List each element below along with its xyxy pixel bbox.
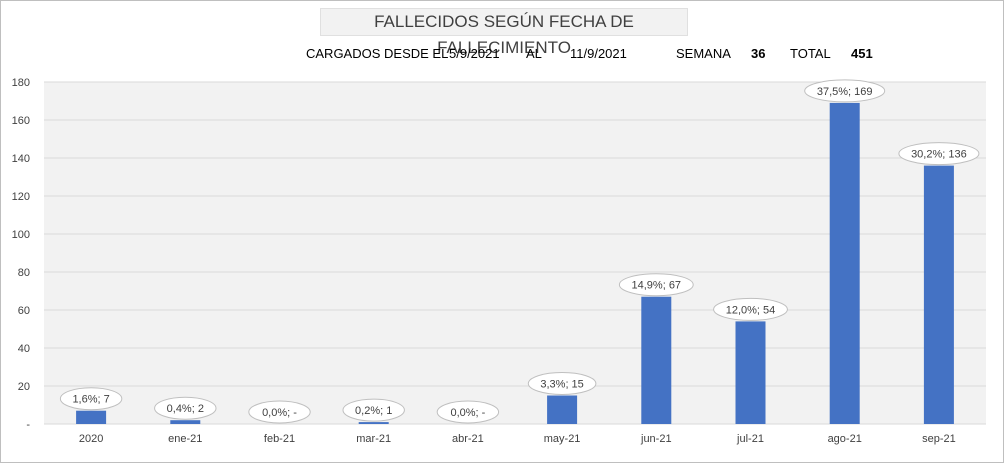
- x-tick-label: ene-21: [168, 433, 202, 445]
- to-label: AL: [526, 46, 542, 61]
- bar: [829, 102, 860, 425]
- data-label-bubble: [618, 273, 694, 297]
- date-from: 5/9/2021: [449, 46, 500, 61]
- data-label: 1,6%; 7: [72, 394, 109, 406]
- bar: [735, 321, 766, 424]
- data-label: 14,9%; 67: [632, 280, 682, 292]
- data-label-bubble: [527, 372, 597, 395]
- data-label-bubble: [898, 142, 980, 166]
- y-tick-label: -: [26, 419, 30, 431]
- data-label: 0,2%; 1: [355, 405, 392, 417]
- data-label: 0,0%; -: [450, 407, 485, 419]
- data-label: 3,3%; 15: [540, 379, 583, 391]
- x-tick-label: ago-21: [828, 433, 862, 445]
- y-tick-label: 120: [12, 191, 30, 203]
- week-value: 36: [751, 46, 766, 61]
- x-tick-label: 2020: [79, 433, 103, 445]
- x-tick-label: feb-21: [264, 433, 295, 445]
- x-tick-label: mar-21: [356, 433, 391, 445]
- x-tick-label: may-21: [544, 433, 581, 445]
- data-label-bubble: [804, 79, 886, 103]
- bar: [170, 420, 201, 424]
- x-tick-label: sep-21: [922, 433, 956, 445]
- x-tick-label: jun-21: [640, 433, 672, 445]
- y-tick-label: 140: [12, 153, 30, 165]
- data-label-bubble: [59, 387, 123, 411]
- bar: [547, 395, 578, 424]
- y-tick-label: 20: [18, 381, 30, 393]
- bar: [923, 165, 954, 424]
- data-label-bubble: [436, 400, 500, 424]
- y-tick-label: 60: [18, 305, 30, 317]
- x-tick-label: abr-21: [452, 433, 484, 445]
- total-value: 451: [851, 46, 873, 61]
- data-label: 0,0%; -: [262, 407, 297, 419]
- bar: [641, 296, 672, 424]
- chart-title: FALLECIDOS SEGÚN FECHA DE FALLECIMIENTO: [320, 8, 688, 57]
- x-tick-label: jul-21: [736, 433, 764, 445]
- y-tick-label: 160: [12, 115, 30, 127]
- bar: [358, 422, 389, 424]
- y-tick-label: 180: [12, 77, 30, 89]
- plot-area: [44, 82, 986, 424]
- y-tick-label: 80: [18, 267, 30, 279]
- total-label: TOTAL: [790, 46, 831, 61]
- data-label: 30,2%; 136: [911, 149, 967, 161]
- date-to: 11/9/2021: [570, 46, 627, 61]
- y-tick-label: 100: [12, 229, 30, 241]
- data-label-bubble: [713, 297, 788, 321]
- data-label: 37,5%; 169: [817, 86, 873, 98]
- data-label: 12,0%; 54: [726, 304, 776, 316]
- data-label-bubble: [342, 398, 405, 422]
- week-label: SEMANA: [676, 46, 731, 61]
- data-label-bubble: [248, 400, 311, 424]
- loaded-label: CARGADOS DESDE EL: [306, 46, 449, 61]
- bar: [76, 410, 107, 424]
- y-tick-label: 40: [18, 343, 30, 355]
- data-label-bubble: [154, 396, 217, 420]
- data-label: 0,4%; 2: [167, 403, 204, 415]
